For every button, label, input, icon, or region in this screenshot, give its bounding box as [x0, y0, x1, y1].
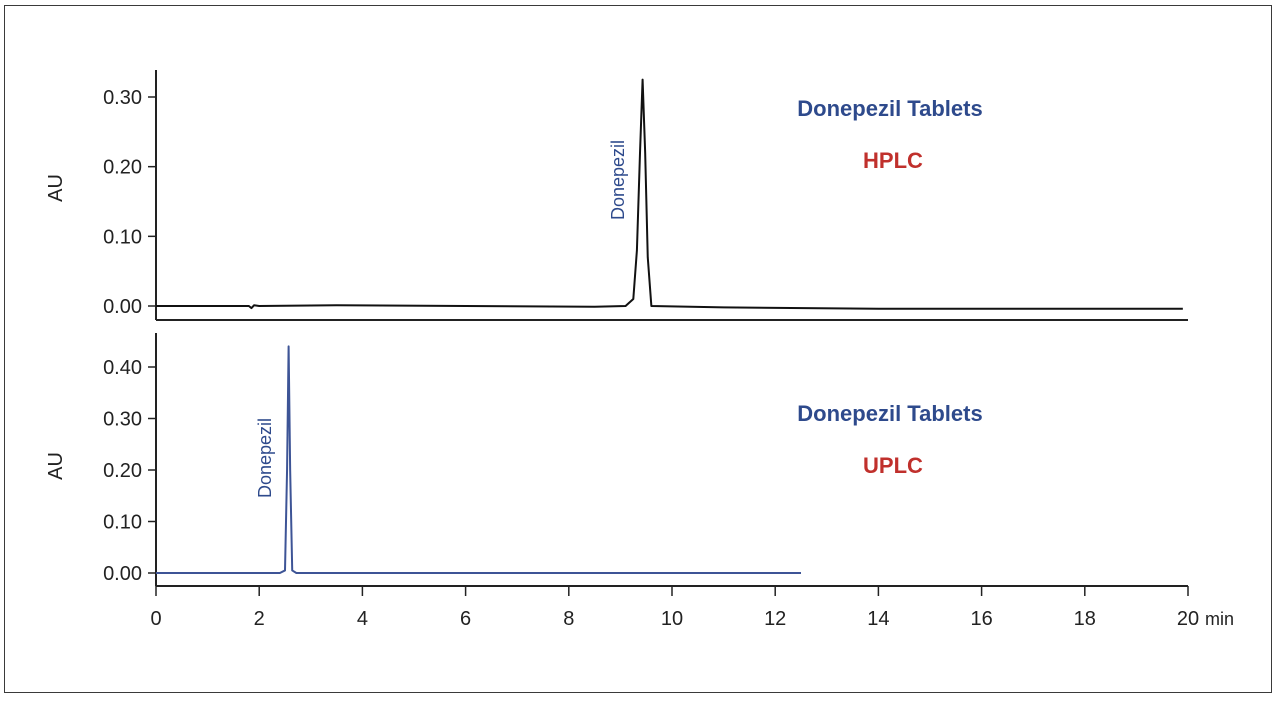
peak-label: Donepezil — [608, 140, 628, 220]
y-tick-label: 0.40 — [103, 357, 142, 379]
y-tick-label: 0.30 — [103, 87, 142, 109]
x-tick-label: 20 — [1177, 608, 1199, 630]
chart-title: Donepezil Tablets — [797, 401, 982, 426]
y-tick-label: 0.00 — [103, 296, 142, 318]
x-tick-label: 10 — [661, 608, 683, 630]
y-tick-label: 0.00 — [103, 563, 142, 585]
method-label: HPLC — [863, 148, 923, 173]
method-label: UPLC — [863, 453, 923, 478]
hplc-trace — [156, 78, 1183, 310]
chart-title: Donepezil Tablets — [797, 96, 982, 121]
x-tick-label: 12 — [764, 608, 786, 630]
x-tick-label: 4 — [357, 608, 368, 630]
peak-label: Donepezil — [255, 418, 275, 498]
x-tick-label: 8 — [563, 608, 574, 630]
x-tick-label: 2 — [254, 608, 265, 630]
uplc-trace — [156, 345, 801, 574]
y-tick-label: 0.20 — [103, 460, 142, 482]
x-tick-label: 6 — [460, 608, 471, 630]
y-tick-label: 0.30 — [103, 409, 142, 431]
y-axis-title: AU — [45, 174, 67, 202]
x-tick-label: 16 — [970, 608, 992, 630]
time-axis: 0 2 4 6 8 10 12 14 16 18 20 min — [150, 586, 1234, 630]
uplc-panel: 0.00 0.10 0.20 0.30 0.40 AU Donepezil Donepezil… — [45, 333, 1188, 587]
x-tick-label: 14 — [867, 608, 889, 630]
figure-frame — [4, 5, 1272, 693]
y-tick-label: 0.20 — [103, 157, 142, 179]
hplc-panel: 0.00 0.10 0.20 0.30 AU Donepezil Donepezil Tab… — [45, 70, 1188, 321]
x-tick-label: 18 — [1074, 608, 1096, 630]
y-axis-title: AU — [45, 452, 67, 480]
x-unit-label: min — [1205, 609, 1234, 629]
y-tick-label: 0.10 — [103, 512, 142, 534]
y-tick-label: 0.10 — [103, 226, 142, 248]
x-tick-label: 0 — [150, 608, 161, 630]
